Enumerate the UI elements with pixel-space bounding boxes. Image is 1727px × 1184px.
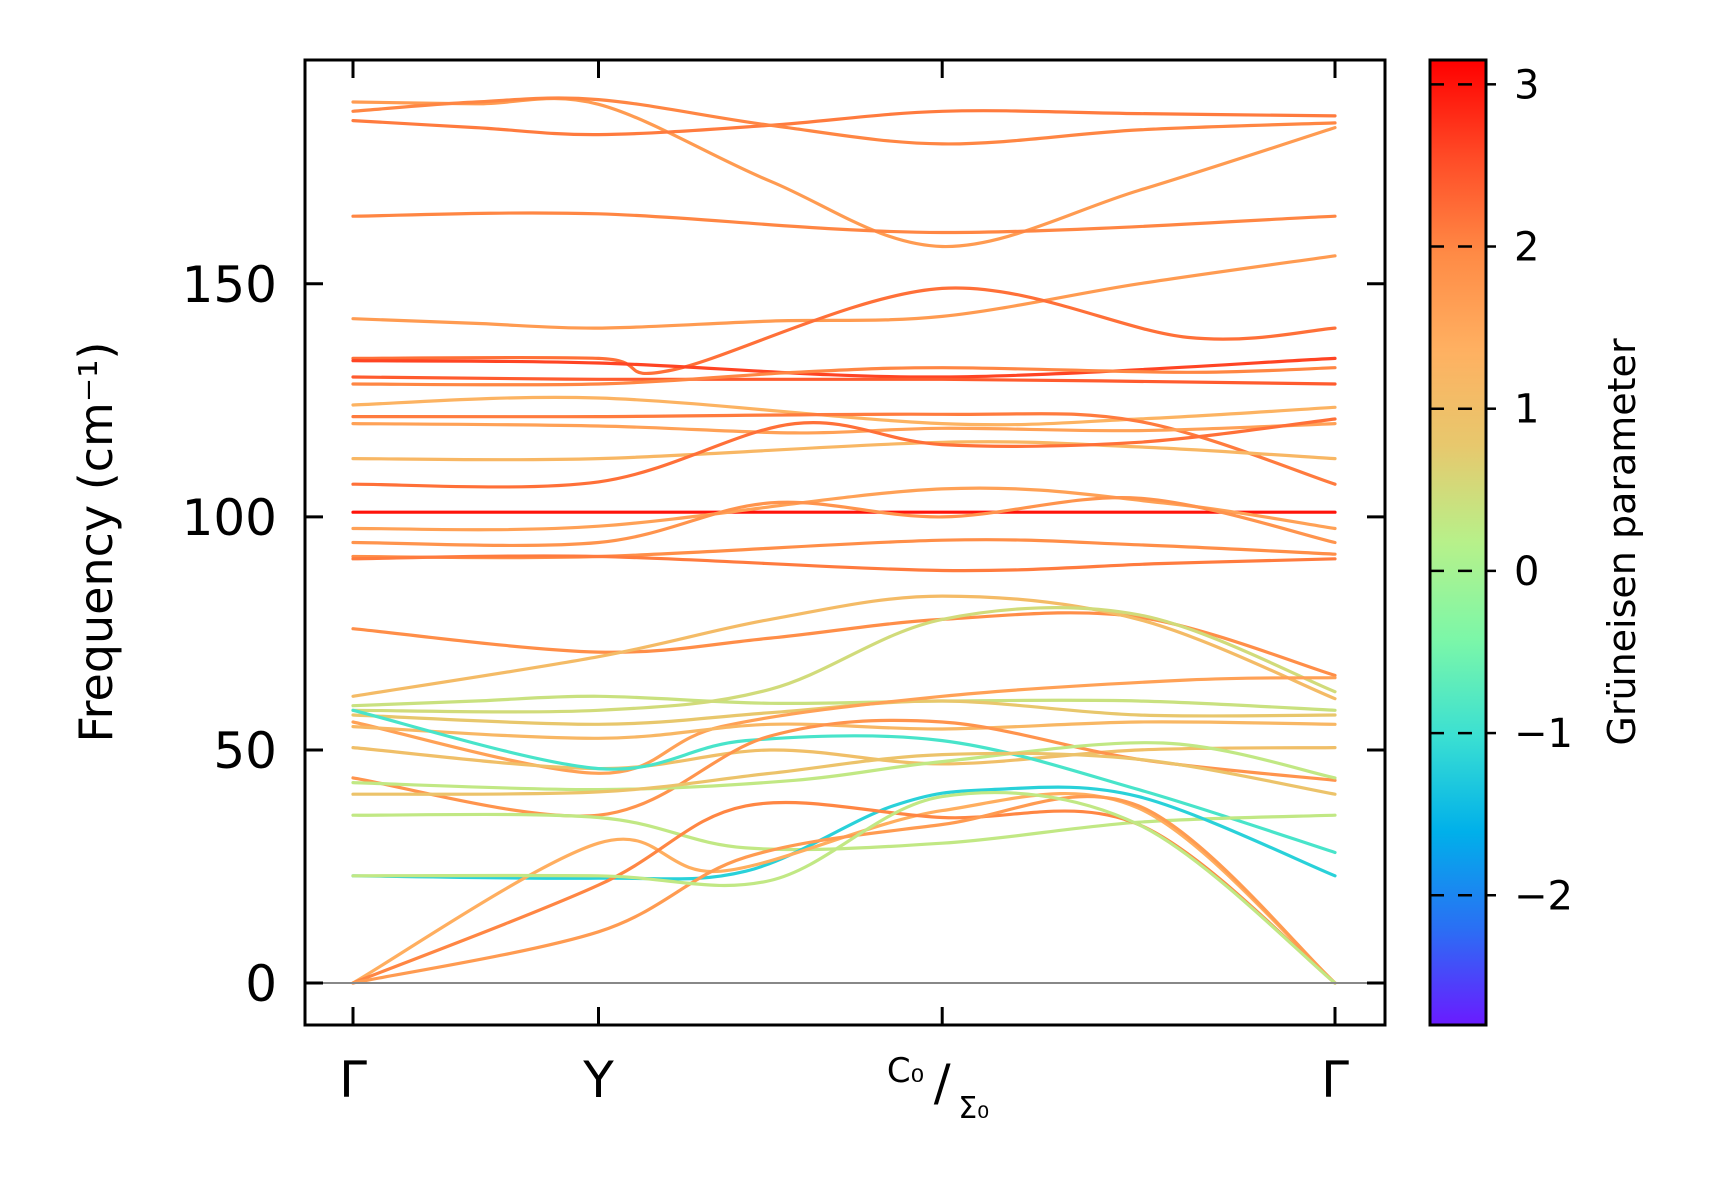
q-point-label: Γ [1321,1051,1349,1109]
q-point-label: Γ [339,1051,367,1109]
colorbar-tick-label: 1 [1514,387,1539,433]
band-b17 [351,496,1337,548]
y-tick-label: 50 [213,722,277,780]
y-axis-label: Frequency (cm⁻¹) [69,342,123,743]
band-b36 [351,794,1337,985]
band-b19 [351,554,1337,573]
x-axis-ticks: Γ Y C₀ / Σ₀ Γ [339,60,1349,1126]
q-point-label-main: C₀ [887,1051,924,1091]
band-b01 [351,96,1337,249]
colorbar-tick-label: 0 [1514,549,1539,595]
band-b14 [351,417,1337,489]
band-b13 [351,440,1337,462]
band-b11 [351,412,1337,486]
band-b30 [351,741,1337,792]
band-b20 [351,611,1337,677]
band-b23 [351,606,1337,714]
band-b10 [351,395,1337,427]
y-axis-ticks: 0 50 100 150 [182,256,1385,1013]
y-tick-label: 100 [182,489,277,547]
band-b03 [351,96,1337,146]
band-b27 [351,746,1337,771]
band-b22 [351,694,1337,712]
band-b34 [351,792,1337,985]
phonon-bands [351,96,1337,985]
q-point-label-slash: / [934,1054,951,1112]
band-b04 [351,211,1337,235]
band-b16 [351,486,1337,532]
band-b31 [351,751,1337,796]
band-b06 [351,286,1337,376]
y-tick-label: 150 [182,256,277,314]
plot-frame [303,58,1387,1027]
q-point-label-composite: C₀ / Σ₀ [887,1051,989,1126]
band-b26 [351,720,1337,740]
colorbar-tick-label: −2 [1514,873,1573,919]
colorbar-tick-label: 2 [1514,225,1539,271]
q-point-label-sub: Σ₀ [958,1091,989,1126]
band-b08 [351,375,1337,386]
y-tick-label: 0 [245,955,277,1013]
band-b37 [351,791,1337,985]
q-point-label: Y [582,1051,614,1109]
band-b21 [351,594,1337,701]
band-b07 [351,356,1337,379]
band-b05 [351,254,1337,330]
colorbar-title: Grüneisen parameter [1600,338,1644,746]
band-b33 [351,785,1337,881]
band-b12 [351,422,1337,435]
band-b28 [351,708,1337,855]
band-b02 [351,109,1337,137]
band-b25 [351,676,1337,775]
colorbar [1428,58,1488,1027]
colorbar-ticks: −2 −1 0 1 2 3 [1430,62,1573,919]
colorbar-tick-label: −1 [1514,711,1573,757]
colorbar-tick-label: 3 [1514,62,1539,108]
band-b09 [351,366,1337,387]
